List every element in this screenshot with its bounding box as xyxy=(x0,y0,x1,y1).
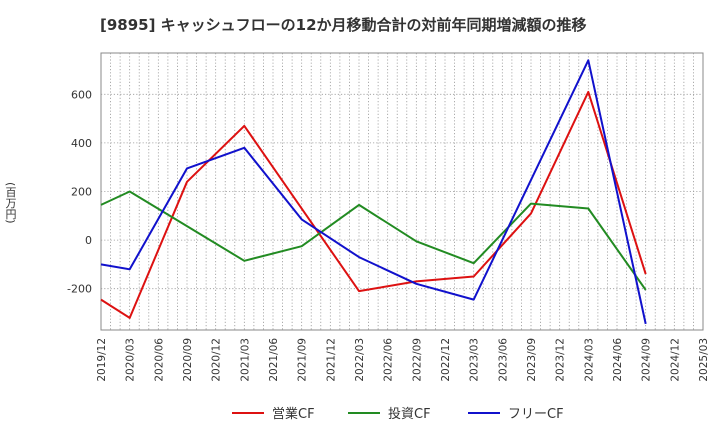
chart-title: [9895] キャッシュフローの12か月移動合計の対前年同期増減額の推移 xyxy=(100,16,587,34)
y-tick-label: -200 xyxy=(67,283,92,296)
x-tick-label: 2023/03 xyxy=(469,338,481,382)
x-tick-label: 2021/12 xyxy=(325,338,337,382)
legend-label-1: 投資CF xyxy=(388,406,431,422)
x-tick-label: 2023/12 xyxy=(555,338,567,382)
x-tick-label: 2023/06 xyxy=(497,338,509,382)
y-axis-label: (百万円) xyxy=(4,182,17,224)
series-line-1 xyxy=(100,190,647,291)
x-tick-label: 2020/03 xyxy=(125,338,137,382)
series-line-2 xyxy=(100,59,647,325)
x-tick-label: 2020/12 xyxy=(211,338,223,382)
x-tick-label: 2022/12 xyxy=(440,338,452,382)
x-tick-label: 2021/09 xyxy=(297,338,309,382)
x-tick-label: 2025/03 xyxy=(698,338,710,382)
x-tick-label: 2024/06 xyxy=(612,338,624,382)
y-tick-label: 0 xyxy=(85,234,92,247)
x-tick-label: 2021/03 xyxy=(239,338,251,382)
x-tick-label: 2023/09 xyxy=(526,338,538,382)
y-tick-label: 400 xyxy=(71,137,92,150)
x-tick-label: 2024/12 xyxy=(669,338,681,382)
x-tick-label: 2024/09 xyxy=(641,338,653,382)
x-tick-label: 2020/09 xyxy=(182,338,194,382)
x-tick-label: 2022/03 xyxy=(354,338,366,382)
x-tick-label: 2022/09 xyxy=(411,338,423,382)
x-tick-label: 2024/03 xyxy=(583,338,595,382)
y-tick-label: 200 xyxy=(71,186,92,199)
x-tick-label: 2022/06 xyxy=(383,338,395,382)
y-tick-label: 600 xyxy=(71,88,92,101)
x-tick-label: 2019/12 xyxy=(96,338,108,382)
x-tick-label: 2021/06 xyxy=(268,338,280,382)
series-line-0 xyxy=(100,90,647,319)
x-tick-label: 2020/06 xyxy=(153,338,165,382)
legend-label-0: 営業CF xyxy=(272,406,315,422)
legend-label-2: フリーCF xyxy=(508,407,564,422)
